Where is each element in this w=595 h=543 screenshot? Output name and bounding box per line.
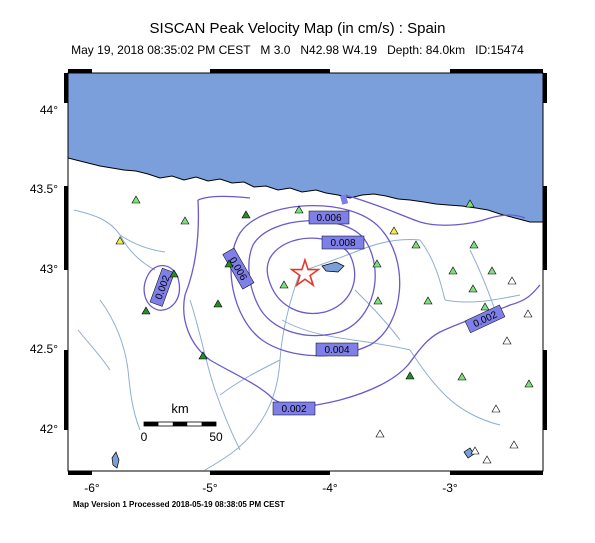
station-triangle	[469, 240, 479, 249]
contour-label: 0.002	[343, 201, 346, 204]
station-triangle	[487, 266, 497, 275]
station-triangle	[294, 205, 304, 214]
station-triangle	[448, 266, 458, 275]
lon-label: -3°	[442, 481, 458, 495]
station-triangle	[465, 199, 475, 208]
station-triangle	[423, 296, 433, 305]
lakes	[111, 261, 475, 469]
lat-label: 43°	[40, 262, 58, 276]
station-triangle	[502, 336, 512, 345]
station-triangle	[372, 259, 382, 268]
station-triangle	[131, 195, 141, 204]
station-triangle	[524, 379, 534, 388]
processing-footer: Map Version 1 Processed 2018-05-19 08:38…	[73, 500, 285, 509]
contour-label: 0.006	[316, 213, 341, 224]
scale-bar-max: 50	[209, 430, 223, 444]
station-triangle	[279, 280, 289, 289]
lon-label: -6°	[84, 481, 100, 495]
map-subtitle: May 19, 2018 08:35:02 PM CEST M 3.0 N42.…	[71, 43, 524, 57]
station-triangle	[491, 404, 501, 413]
lon-label: -4°	[322, 481, 338, 495]
station-triangle	[523, 309, 533, 318]
station-triangle	[375, 429, 385, 438]
longitude-labels: -6° -5° -4° -3°	[84, 481, 458, 495]
contour-label-box	[315, 342, 359, 357]
contour-label-group: 0.002 0.004 0.006 0.008 0.006 0.002 0.00…	[149, 194, 506, 416]
lat-label: 42°	[40, 422, 58, 436]
station-markers	[115, 195, 534, 464]
station-triangle	[470, 446, 480, 455]
station-triangle	[213, 299, 223, 308]
contour-label-box	[222, 247, 255, 290]
station-triangle	[411, 240, 421, 249]
station-triangle	[180, 216, 190, 225]
station-triangle	[198, 351, 208, 360]
map-title: SISCAN Peak Velocity Map (in cm/s) : Spa…	[149, 20, 446, 37]
station-triangle	[141, 306, 151, 315]
station-triangle	[509, 440, 519, 449]
map-frame	[64, 69, 547, 475]
station-triangle	[224, 259, 234, 268]
contour-label: 0.008	[330, 238, 355, 249]
lat-label: 42.5°	[30, 342, 58, 356]
lat-label: 43.5°	[30, 182, 58, 196]
station-triangle	[507, 276, 517, 285]
station-triangle	[482, 455, 492, 464]
station-triangle	[241, 210, 251, 219]
scale-bar-title: km	[171, 401, 188, 416]
scale-bar-min: 0	[141, 430, 148, 444]
contour-label: 0.004	[324, 345, 349, 356]
scale-bar: km 0 50	[141, 401, 223, 444]
contour-label-box	[340, 194, 349, 205]
station-triangle	[405, 371, 415, 380]
lat-label: 44°	[40, 103, 58, 117]
contour-label: 0.002	[281, 404, 306, 415]
station-triangle	[457, 372, 467, 381]
station-triangle	[169, 269, 179, 278]
contour-label-box	[464, 304, 506, 334]
sea-area	[67, 72, 544, 223]
station-triangle	[115, 236, 125, 245]
contour-label-box	[321, 235, 365, 250]
contour-label-box	[308, 210, 350, 225]
station-triangle	[373, 296, 383, 305]
contour-label-box	[149, 267, 175, 307]
rivers	[73, 209, 521, 471]
latitude-labels: 44° 43.5° 43° 42.5° 42°	[30, 103, 58, 436]
lon-label: -5°	[202, 481, 218, 495]
contour-label-box	[272, 401, 316, 416]
station-triangle	[389, 226, 399, 235]
station-triangle	[468, 284, 478, 293]
station-triangle	[480, 302, 490, 311]
epicenter-star	[289, 257, 321, 288]
